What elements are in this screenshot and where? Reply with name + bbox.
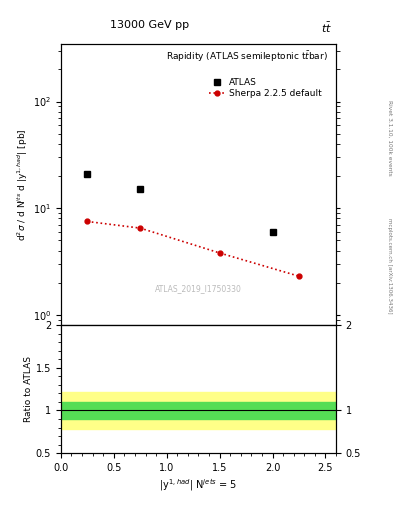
- ATLAS: [138, 186, 143, 193]
- Line: Sherpa 2.2.5 default: Sherpa 2.2.5 default: [85, 219, 301, 279]
- ATLAS: [270, 229, 275, 235]
- Line: ATLAS: ATLAS: [84, 170, 276, 236]
- Y-axis label: d$^{2}\sigma$ / d N$^{jts}$ d |y$^{1,had}$| [pb]: d$^{2}\sigma$ / d N$^{jts}$ d |y$^{1,had…: [16, 128, 30, 241]
- Sherpa 2.2.5 default: [138, 225, 143, 231]
- X-axis label: |y$^{1,had}$| N$^{jets}$ = 5: |y$^{1,had}$| N$^{jets}$ = 5: [159, 477, 238, 493]
- Sherpa 2.2.5 default: [217, 250, 222, 256]
- Text: ATLAS_2019_I1750330: ATLAS_2019_I1750330: [155, 284, 242, 293]
- Bar: [61, 392, 336, 429]
- Text: mcplots.cern.ch [arXiv:1306.3436]: mcplots.cern.ch [arXiv:1306.3436]: [387, 219, 392, 314]
- Legend: ATLAS, Sherpa 2.2.5 default: ATLAS, Sherpa 2.2.5 default: [207, 76, 323, 100]
- Y-axis label: Ratio to ATLAS: Ratio to ATLAS: [24, 356, 33, 422]
- Bar: [61, 402, 336, 419]
- Text: Rapidity (ATLAS semileptonic t$\bar{t}$bar): Rapidity (ATLAS semileptonic t$\bar{t}$b…: [166, 49, 328, 64]
- Text: Rivet 3.1.10, 100k events: Rivet 3.1.10, 100k events: [387, 100, 392, 176]
- Text: $t\bar{t}$: $t\bar{t}$: [321, 20, 332, 35]
- Text: 13000 GeV pp: 13000 GeV pp: [110, 20, 189, 31]
- Sherpa 2.2.5 default: [297, 273, 301, 279]
- ATLAS: [85, 170, 90, 177]
- Sherpa 2.2.5 default: [85, 219, 90, 225]
